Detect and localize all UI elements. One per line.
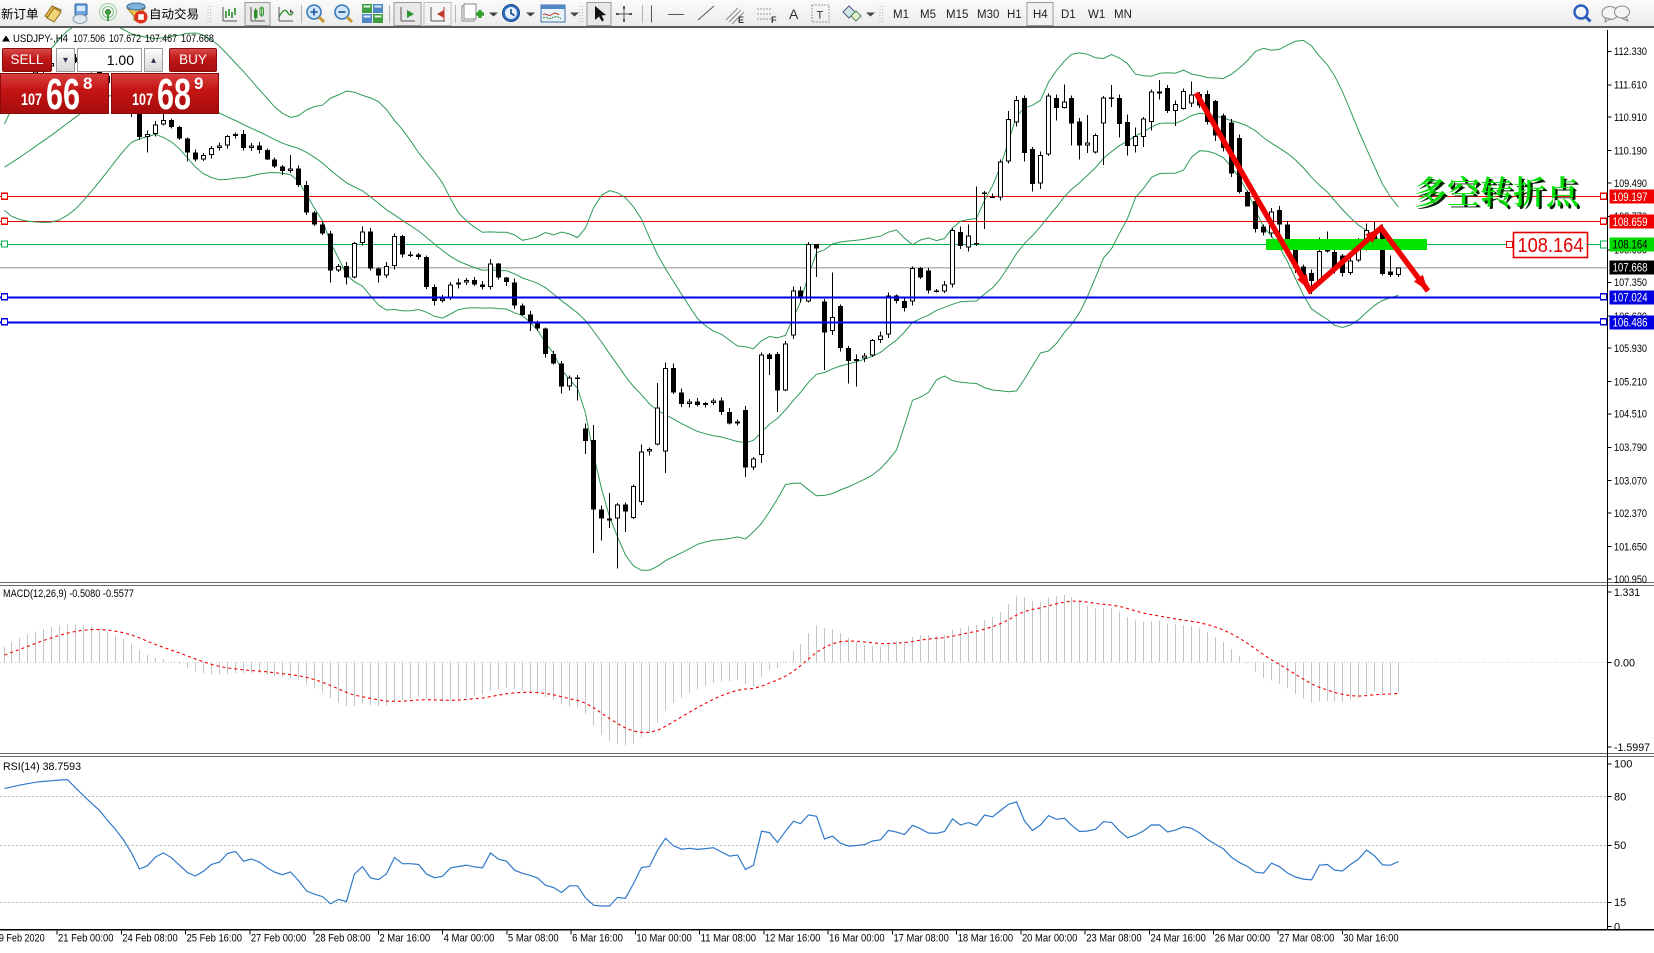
svg-text:24 Mar 16:00: 24 Mar 16:00 — [1150, 933, 1205, 945]
svg-text:109.490: 109.490 — [1614, 178, 1647, 190]
svg-text:104.510: 104.510 — [1614, 409, 1647, 421]
svg-text:H1: H1 — [1007, 9, 1022, 21]
svg-text:8: 8 — [83, 74, 92, 93]
svg-text:20 Mar 00:00: 20 Mar 00:00 — [1022, 933, 1077, 945]
svg-text:19 Feb 2020: 19 Feb 2020 — [0, 933, 45, 945]
svg-text:106.486: 106.486 — [1613, 318, 1648, 330]
svg-text:12 Mar 16:00: 12 Mar 16:00 — [765, 933, 820, 945]
svg-text:80: 80 — [1614, 791, 1626, 803]
svg-text:W1: W1 — [1088, 9, 1105, 21]
svg-text:2 Mar 16:00: 2 Mar 16:00 — [379, 933, 430, 945]
svg-text:107: 107 — [132, 90, 153, 109]
svg-text:107.668: 107.668 — [181, 33, 214, 45]
svg-text:108.164: 108.164 — [1613, 240, 1649, 252]
svg-text:111.610: 111.610 — [1614, 80, 1647, 92]
svg-text:17 Mar 08:00: 17 Mar 08:00 — [893, 933, 948, 945]
svg-text:26 Mar 00:00: 26 Mar 00:00 — [1215, 933, 1270, 945]
svg-text:25 Feb 16:00: 25 Feb 16:00 — [187, 933, 242, 945]
svg-text:16 Mar 00:00: 16 Mar 00:00 — [829, 933, 884, 945]
svg-text:T: T — [817, 10, 824, 22]
svg-text:23 Mar 08:00: 23 Mar 08:00 — [1086, 933, 1141, 945]
svg-text:110.910: 110.910 — [1614, 112, 1647, 124]
svg-text:103.790: 103.790 — [1614, 442, 1647, 454]
svg-text:108.164: 108.164 — [1518, 234, 1584, 257]
svg-text:H4: H4 — [1033, 9, 1048, 21]
svg-text:103.070: 103.070 — [1614, 475, 1647, 487]
svg-text:109.197: 109.197 — [1613, 192, 1648, 204]
svg-text:107.506: 107.506 — [73, 33, 105, 45]
svg-text:107.024: 107.024 — [1613, 293, 1649, 305]
svg-text:M30: M30 — [977, 9, 999, 21]
svg-text:E: E — [738, 15, 744, 25]
svg-text:10 Mar 00:00: 10 Mar 00:00 — [636, 933, 691, 945]
svg-text:100.950: 100.950 — [1614, 574, 1647, 586]
svg-text:100: 100 — [1614, 759, 1632, 771]
svg-text:107.467: 107.467 — [145, 33, 177, 45]
svg-text:21 Feb 00:00: 21 Feb 00:00 — [58, 933, 113, 945]
svg-text:1.331: 1.331 — [1614, 587, 1640, 599]
svg-text:D1: D1 — [1061, 9, 1076, 21]
svg-text:4 Mar 00:00: 4 Mar 00:00 — [444, 933, 495, 945]
svg-text:MACD(12,26,9) -0.5080 -0.5577: MACD(12,26,9) -0.5080 -0.5577 — [3, 588, 134, 600]
svg-text:105.210: 105.210 — [1614, 376, 1647, 388]
svg-text:RSI(14) 38.7593: RSI(14) 38.7593 — [3, 761, 81, 773]
svg-text:0: 0 — [1614, 922, 1620, 934]
svg-text:18 Mar 16:00: 18 Mar 16:00 — [958, 933, 1013, 945]
svg-text:30 Mar 16:00: 30 Mar 16:00 — [1343, 933, 1398, 945]
svg-text:0.00: 0.00 — [1614, 658, 1635, 670]
svg-text:6 Mar 16:00: 6 Mar 16:00 — [572, 933, 623, 945]
svg-text:M1: M1 — [893, 9, 909, 21]
svg-text:112.330: 112.330 — [1614, 46, 1647, 58]
svg-text:66: 66 — [46, 74, 80, 114]
svg-text:9: 9 — [194, 74, 203, 93]
svg-text:M15: M15 — [946, 9, 968, 21]
svg-text:M5: M5 — [920, 9, 936, 21]
svg-text:24 Feb 08:00: 24 Feb 08:00 — [122, 933, 177, 945]
svg-text:5 Mar 08:00: 5 Mar 08:00 — [508, 933, 559, 945]
svg-text:F: F — [771, 15, 777, 25]
svg-text:102.370: 102.370 — [1614, 508, 1647, 520]
svg-text:A: A — [789, 6, 799, 22]
svg-text:108.659: 108.659 — [1613, 217, 1648, 229]
svg-text:101.650: 101.650 — [1614, 541, 1647, 553]
svg-text:107.668: 107.668 — [1613, 263, 1648, 275]
svg-text:107: 107 — [21, 90, 42, 109]
svg-text:27 Feb 00:00: 27 Feb 00:00 — [251, 933, 306, 945]
svg-text:11 Mar 08:00: 11 Mar 08:00 — [701, 933, 756, 945]
svg-text:-1.5997: -1.5997 — [1614, 742, 1650, 754]
svg-text:107.672: 107.672 — [109, 33, 141, 45]
svg-text:68: 68 — [157, 74, 191, 114]
svg-text:27 Mar 08:00: 27 Mar 08:00 — [1279, 933, 1334, 945]
svg-text:15: 15 — [1614, 897, 1626, 909]
svg-text:107.350: 107.350 — [1614, 277, 1647, 289]
svg-text:105.930: 105.930 — [1614, 343, 1647, 355]
svg-text:MN: MN — [1114, 9, 1132, 21]
svg-text:50: 50 — [1614, 840, 1626, 852]
svg-text:110.190: 110.190 — [1614, 145, 1647, 157]
svg-text:28 Feb 08:00: 28 Feb 08:00 — [315, 933, 370, 945]
svg-text:USDJPY-,H4: USDJPY-,H4 — [13, 33, 68, 45]
